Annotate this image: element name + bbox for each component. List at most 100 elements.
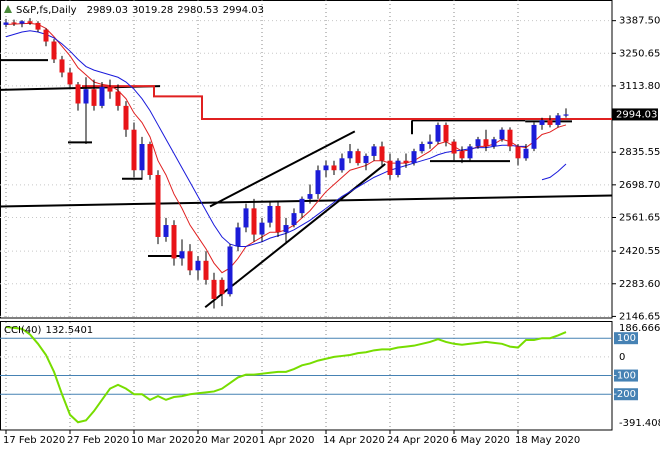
x-tick-label: 27 Feb 2020 <box>67 435 129 446</box>
level-label-box <box>614 369 638 382</box>
candle-body <box>83 89 89 104</box>
level-label: 100 <box>617 333 636 344</box>
candle-body <box>491 139 497 147</box>
candle-body <box>291 213 297 226</box>
candle-body <box>243 208 249 228</box>
candle-body <box>19 21 25 24</box>
candle-body <box>363 155 369 164</box>
trendline <box>209 130 356 208</box>
candle-body <box>563 114 569 116</box>
cci-plot: CCI(40) 132.5401 <box>0 322 612 430</box>
candle-body <box>347 151 353 159</box>
y-limit-label: 186.6663 <box>619 323 660 334</box>
candle-body <box>179 251 185 259</box>
candle-body <box>443 124 449 142</box>
candle-body <box>515 146 521 159</box>
cci-label: CCI(40) 132.5401 <box>4 325 93 336</box>
candle-body <box>131 129 137 171</box>
candle-body <box>203 260 209 280</box>
candle-body <box>187 251 193 271</box>
y-limit-label: -391.4081 <box>619 418 660 429</box>
candle-body <box>411 151 417 164</box>
x-tick-label: 17 Feb 2020 <box>3 435 65 446</box>
candle-body <box>59 59 65 73</box>
candle-body <box>11 22 17 24</box>
candle-body <box>75 84 81 104</box>
candle-body <box>555 115 561 125</box>
candle-body <box>427 141 433 145</box>
candle-body <box>43 29 49 42</box>
x-tick-label: 14 Apr 2020 <box>323 435 385 446</box>
x-tick-label: 10 Mar 2020 <box>131 435 194 446</box>
axes: 3387.50 3250.65 3113.80 2835.55 2698.70 2561.… <box>3 16 660 446</box>
trendline <box>204 163 386 309</box>
trendline <box>0 194 612 208</box>
candle-body <box>99 86 105 106</box>
cci-line <box>5 325 567 424</box>
main-plot: S&P,fs,Daily 2989.03 3019.28 2980.53 2994.03 <box>0 0 612 318</box>
header: S&P,fs,Daily 2989.03 3019.28 2980.53 2994.03 <box>16 5 264 16</box>
x-tick-label: 6 May 2020 <box>451 435 510 446</box>
y-tick-label: 2835.55 <box>619 147 660 158</box>
candle-body <box>211 279 217 299</box>
candle-body <box>163 225 169 237</box>
candle-body <box>227 246 233 295</box>
close-value: 2994.03 <box>223 5 264 16</box>
current-price-box <box>612 108 658 121</box>
candle-body <box>139 144 145 171</box>
candle-body <box>91 89 97 106</box>
y-tick-label: 3387.50 <box>619 16 660 27</box>
candle-body <box>467 146 473 159</box>
candle-body <box>539 120 545 125</box>
moving-average <box>5 30 567 247</box>
candle-body <box>51 41 57 60</box>
candle-body <box>483 139 489 147</box>
x-tick-label: 20 Mar 2020 <box>195 435 258 446</box>
candle-body <box>387 160 393 175</box>
header-bg <box>2 3 217 16</box>
level-label-box <box>614 388 638 401</box>
candle-body <box>531 124 537 149</box>
open-value: 2989.03 <box>87 5 128 16</box>
candle-body <box>403 160 409 164</box>
candle-body <box>547 120 553 125</box>
y-tick-label: 2420.55 <box>619 246 660 257</box>
candle-body <box>155 174 161 237</box>
candle-body <box>371 146 377 156</box>
main-frame <box>0 0 613 319</box>
candle-body <box>259 222 265 235</box>
low-value: 2980.53 <box>177 5 218 16</box>
candle-body <box>355 151 361 164</box>
y-tick-label: 2698.70 <box>619 180 660 191</box>
candle-body <box>35 22 41 30</box>
level-label-box <box>614 332 638 345</box>
candle-body <box>123 105 129 130</box>
y-tick-label: 2561.65 <box>619 213 660 224</box>
candle-body <box>419 144 425 152</box>
candle-body <box>323 165 329 171</box>
symbol: S&P,fs,Daily <box>16 5 77 16</box>
header-icon <box>4 5 12 13</box>
x-tick-label: 24 Apr 2020 <box>387 435 449 446</box>
candle-body <box>235 227 241 247</box>
candle-body <box>451 141 457 154</box>
candle-body <box>499 129 505 140</box>
candle-body <box>299 198 305 214</box>
candle-body <box>267 205 273 223</box>
y-tick-label: 3250.65 <box>619 48 660 59</box>
candle-body <box>251 208 257 235</box>
candle-body <box>195 260 201 271</box>
candle-body <box>331 165 337 171</box>
candle-body <box>275 205 281 233</box>
candle-body <box>219 279 225 295</box>
candle-body <box>67 72 73 85</box>
y-tick-label: 2146.65 <box>619 311 660 322</box>
current-price-label: 2994.03 <box>616 109 657 120</box>
candle-body <box>395 160 401 175</box>
candle-body <box>435 124 441 142</box>
candle-body <box>27 21 33 23</box>
candle-body <box>283 225 289 233</box>
candle-body <box>3 22 9 25</box>
